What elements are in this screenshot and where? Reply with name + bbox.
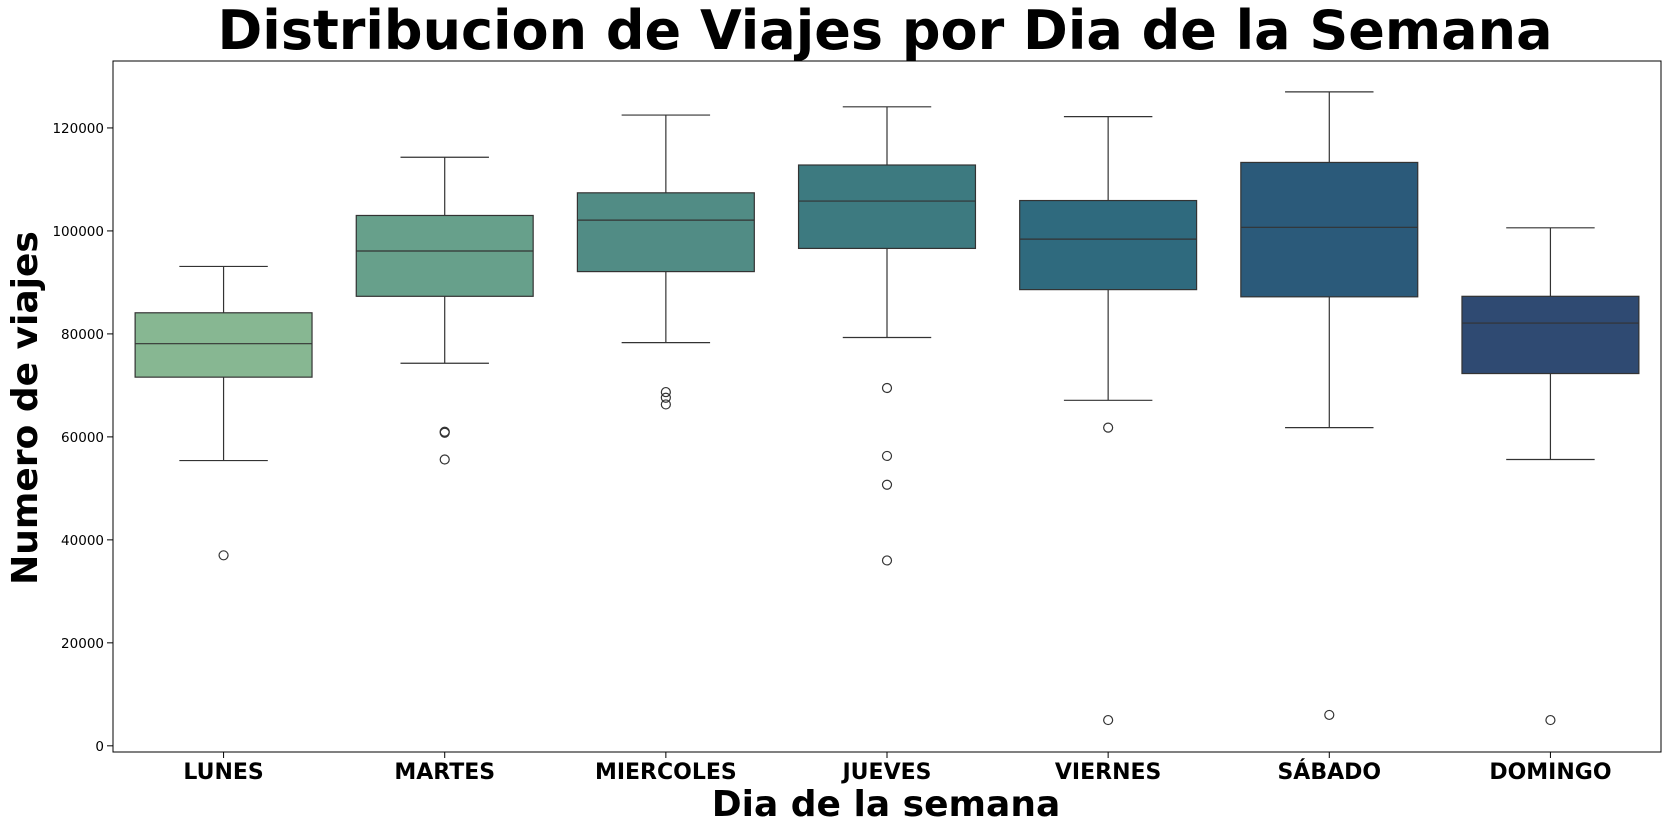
iqr-box xyxy=(576,192,755,273)
outlier-point xyxy=(660,392,671,403)
outlier-point xyxy=(1545,714,1556,726)
plot-area: 0 20000 40000 60000 80000 100000 120000 LUNES MA… xyxy=(52,91,1640,785)
box-lunes xyxy=(134,265,313,561)
x-tick-label: VIERNES xyxy=(1055,760,1161,785)
box-martes xyxy=(355,156,534,465)
box-domingo xyxy=(1461,227,1640,726)
iqr-box xyxy=(797,164,977,250)
outlier-point xyxy=(439,426,450,437)
y-tick-label: 60000 xyxy=(61,430,104,446)
y-tick-label: 0 xyxy=(95,739,104,755)
x-tick-label: JUEVES xyxy=(841,760,932,785)
outlier-point xyxy=(1324,709,1335,721)
box-viernes xyxy=(1019,116,1198,726)
box-miercoles xyxy=(576,114,755,410)
iqr-box xyxy=(1019,199,1198,291)
y-tick-label: 120000 xyxy=(52,121,104,137)
outlier-point xyxy=(881,555,893,566)
x-tick-label: MIERCOLES xyxy=(595,760,737,785)
outlier-point xyxy=(660,399,671,410)
box-jueves xyxy=(797,106,977,566)
iqr-box xyxy=(1240,161,1419,298)
y-tick-label: 100000 xyxy=(52,224,104,240)
x-tick-label: MARTES xyxy=(394,760,495,785)
y-tick-label: 40000 xyxy=(61,533,104,549)
outlier-point xyxy=(881,450,893,462)
outlier-point xyxy=(1103,422,1114,433)
iqr-box xyxy=(355,214,534,297)
outlier-point xyxy=(660,386,671,398)
outlier-point xyxy=(881,382,893,394)
y-tick-label: 20000 xyxy=(61,636,104,652)
outlier-point xyxy=(881,479,893,490)
y-axis-label: Numero de viajes xyxy=(5,231,46,585)
x-tick-label: SÁBADO xyxy=(1277,759,1381,785)
iqr-box xyxy=(1461,295,1640,375)
outlier-point xyxy=(218,550,229,561)
x-tick-label: DOMINGO xyxy=(1489,760,1611,785)
x-tick-label: LUNES xyxy=(183,760,263,785)
outlier-point xyxy=(1103,714,1114,726)
iqr-box xyxy=(134,312,313,378)
plot-frame xyxy=(112,60,1662,753)
x-axis-label: Dia de la semana xyxy=(712,784,1061,825)
chart-title: Distribucion de Viajes por Dia de la Sem… xyxy=(217,0,1552,62)
y-tick-label: 80000 xyxy=(61,327,104,343)
box-sábado xyxy=(1240,91,1419,721)
outlier-point xyxy=(439,454,450,465)
